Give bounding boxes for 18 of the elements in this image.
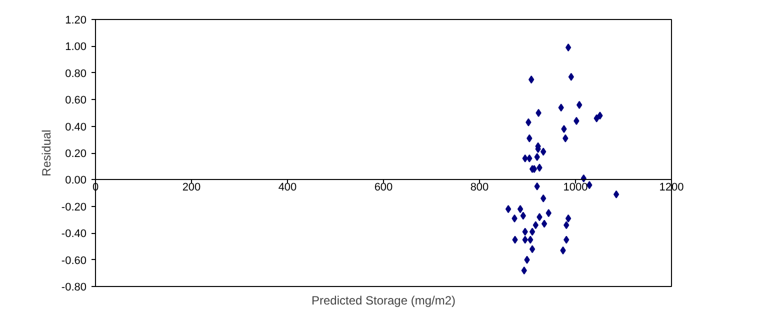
x-tick-label: 200 (182, 182, 201, 194)
x-tick-label: 800 (470, 182, 489, 194)
y-tick-label: 0.40 (65, 121, 87, 134)
x-tick-label: 400 (278, 182, 297, 194)
y-tick-label: -0.20 (61, 201, 87, 214)
y-tick-label: -0.60 (61, 254, 87, 267)
y-tick-label: 0.00 (65, 174, 87, 187)
x-tick-label: 1000 (563, 182, 588, 194)
x-tick-label: 600 (374, 182, 393, 194)
y-tick-label: 0.20 (65, 148, 87, 160)
y-tick-label: 0.80 (65, 68, 87, 80)
y-tick-label: 1.00 (65, 41, 87, 54)
y-tick-label: 0.60 (65, 94, 87, 107)
y-tick-label: 1.20 (65, 14, 87, 26)
x-axis-title: Predicted Storage (mg/m2) (311, 294, 456, 308)
y-tick-label: -0.80 (61, 282, 87, 294)
y-axis-title: Residual (39, 130, 54, 176)
y-tick-label: -0.40 (61, 228, 87, 240)
